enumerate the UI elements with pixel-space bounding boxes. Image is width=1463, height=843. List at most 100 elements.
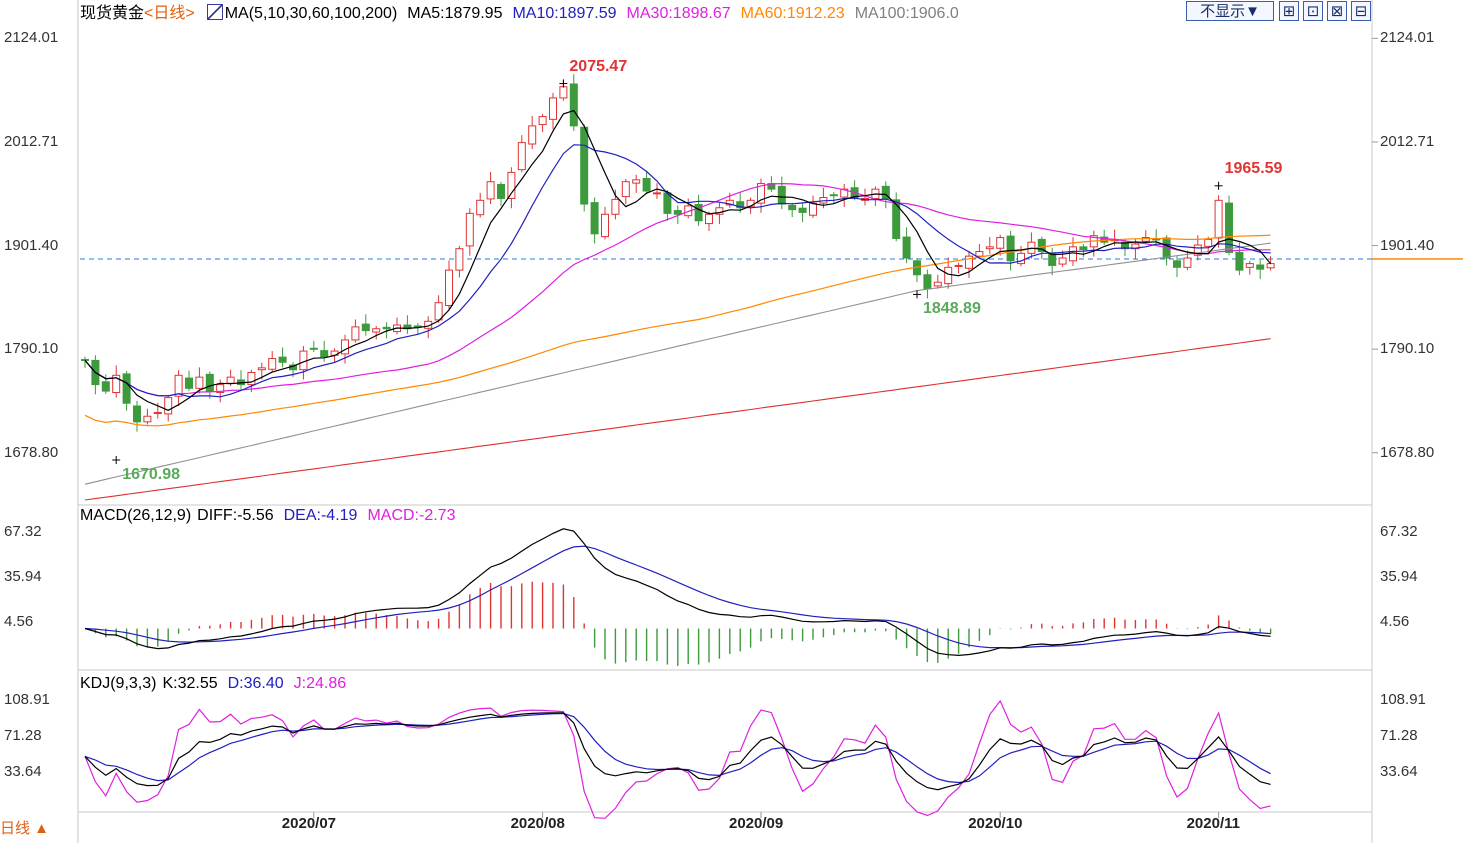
y-tick-label: 4.56 bbox=[4, 613, 34, 630]
candle-down bbox=[569, 83, 578, 127]
ma200-line bbox=[84, 338, 1271, 501]
candle-down bbox=[777, 185, 786, 205]
candle-up bbox=[965, 255, 973, 269]
y-tick-label: 2012.71 bbox=[1380, 132, 1435, 150]
ma30-line bbox=[84, 182, 1271, 397]
candle-down bbox=[580, 126, 589, 205]
x-tick-label: 2020/09 bbox=[729, 815, 784, 832]
candle-up bbox=[507, 171, 516, 199]
ma-legend-icon bbox=[206, 4, 223, 20]
ma5-line bbox=[84, 109, 1272, 411]
ma10-value: MA10:1897.59 bbox=[512, 5, 617, 22]
candle-up bbox=[985, 246, 994, 250]
candle-up bbox=[757, 183, 765, 204]
candle-down bbox=[1173, 260, 1181, 268]
y-tick-label: 71.28 bbox=[1380, 726, 1418, 744]
macd-dea: DEA:-4.19 bbox=[283, 507, 358, 524]
candle-up bbox=[653, 192, 661, 195]
diff-line bbox=[84, 528, 1271, 657]
candle-up bbox=[1245, 263, 1254, 268]
candle-down bbox=[122, 373, 131, 404]
candle-up bbox=[486, 181, 495, 200]
fullscreen-icon[interactable]: ⊟ bbox=[1351, 1, 1371, 21]
ma10-line bbox=[84, 144, 1271, 398]
candle-down bbox=[413, 325, 422, 328]
candle-up bbox=[705, 213, 713, 225]
ma100-value: MA100:1906.0 bbox=[854, 5, 959, 22]
candle-up bbox=[455, 248, 464, 271]
kdj-k-line bbox=[84, 712, 1271, 791]
candle-up bbox=[611, 198, 620, 215]
y-tick-label: 1790.10 bbox=[1380, 340, 1435, 358]
zoom-icon[interactable]: ⊠ bbox=[1327, 1, 1347, 21]
kdj-k: K:32.55 bbox=[162, 675, 218, 692]
candle-up bbox=[517, 142, 526, 171]
candle-up bbox=[809, 202, 817, 216]
price-annotation: 1670.98 bbox=[122, 465, 181, 483]
price-annotation: 2075.47 bbox=[569, 57, 628, 75]
candle-up bbox=[164, 397, 173, 415]
candle-down bbox=[1006, 235, 1015, 262]
candle-up bbox=[445, 269, 453, 306]
candle-down bbox=[133, 405, 141, 423]
candle-up bbox=[549, 97, 557, 120]
ma60-line bbox=[84, 234, 1271, 427]
layout-icon[interactable]: ⊡ bbox=[1303, 1, 1323, 21]
candle-down bbox=[673, 210, 682, 215]
x-tick-label: 2020/07 bbox=[281, 815, 337, 832]
y-tick-label: 1678.80 bbox=[4, 443, 59, 461]
dea-line bbox=[84, 545, 1271, 649]
price-annotation: 1965.59 bbox=[1224, 159, 1283, 177]
y-tick-label: 1678.80 bbox=[1380, 443, 1435, 461]
candle-up bbox=[528, 125, 537, 145]
y-tick-label: 1790.10 bbox=[4, 340, 59, 358]
candle-up bbox=[559, 86, 568, 99]
candle-down bbox=[361, 323, 370, 332]
candle-up bbox=[143, 415, 152, 423]
y-tick-label: 2124.01 bbox=[1380, 29, 1435, 47]
candle-up bbox=[632, 179, 641, 184]
candle-down bbox=[278, 356, 287, 363]
candle-up bbox=[174, 374, 183, 397]
candle-up bbox=[996, 237, 1005, 249]
candle-up bbox=[247, 371, 256, 386]
x-tick-label: 2020/08 bbox=[510, 815, 565, 832]
candle-up bbox=[975, 251, 984, 257]
ma60-value: MA60:1912.23 bbox=[740, 5, 845, 22]
candle-down bbox=[829, 194, 838, 197]
candle-up bbox=[195, 376, 204, 389]
candle-up bbox=[601, 213, 609, 238]
candle-down bbox=[1256, 264, 1265, 270]
y-tick-label: 4.56 bbox=[1380, 613, 1410, 630]
y-tick-label: 67.32 bbox=[1380, 523, 1418, 540]
x-tick-label: 2020/11 bbox=[1186, 815, 1240, 832]
candle-down bbox=[642, 177, 651, 192]
candle-up bbox=[944, 266, 953, 285]
candle-down bbox=[798, 207, 807, 213]
candle-up bbox=[153, 412, 162, 415]
y-tick-label: 35.94 bbox=[1380, 568, 1418, 585]
macd-value: MACD:-2.73 bbox=[367, 507, 456, 524]
y-tick-label: 35.94 bbox=[4, 568, 42, 585]
y-tick-label: 1901.40 bbox=[1380, 236, 1435, 254]
macd-diff: DIFF:-5.56 bbox=[197, 507, 274, 524]
y-tick-label: 2124.01 bbox=[4, 29, 59, 47]
candle-down bbox=[101, 381, 110, 392]
candle-up bbox=[1058, 257, 1067, 265]
period-button[interactable]: 日线 ▲ bbox=[0, 820, 50, 837]
ma30-value: MA30:1898.67 bbox=[626, 5, 731, 22]
hide-indicator-dropdown[interactable]: 不显示▼ bbox=[1186, 1, 1274, 21]
kdj-j: J:24.86 bbox=[293, 675, 347, 692]
y-tick-label: 71.28 bbox=[4, 726, 42, 744]
candle-down bbox=[881, 185, 890, 199]
instrument-name: 现货黄金 bbox=[80, 5, 145, 22]
y-tick-label: 1901.40 bbox=[4, 236, 59, 254]
candle-up bbox=[621, 181, 630, 198]
period-label[interactable]: <日线> bbox=[144, 5, 195, 22]
candle-down bbox=[497, 183, 505, 199]
candle-up bbox=[434, 302, 443, 321]
candle-down bbox=[590, 202, 599, 235]
candle-down bbox=[185, 377, 193, 389]
crosshair-icon[interactable]: ⊞ bbox=[1279, 1, 1299, 21]
